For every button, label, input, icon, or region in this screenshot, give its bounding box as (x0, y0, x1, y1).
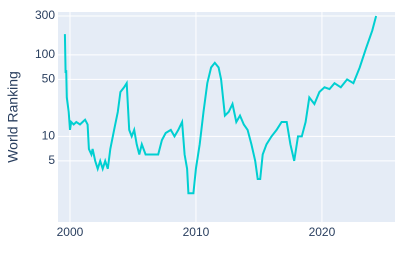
x-tick-label: 2020 (309, 225, 336, 239)
x-tick-label: 2010 (183, 225, 210, 239)
plot-area (58, 12, 395, 222)
y-tick-label: 100 (35, 47, 55, 61)
y-tick-label: 50 (42, 72, 56, 86)
y-tick-label: 5 (48, 153, 55, 167)
y-tick-label: 10 (42, 129, 56, 143)
y-axis-title: World Ranking (5, 71, 21, 163)
x-tick-label: 2000 (57, 225, 84, 239)
y-tick-label: 300 (35, 8, 55, 22)
data-line (63, 15, 378, 195)
